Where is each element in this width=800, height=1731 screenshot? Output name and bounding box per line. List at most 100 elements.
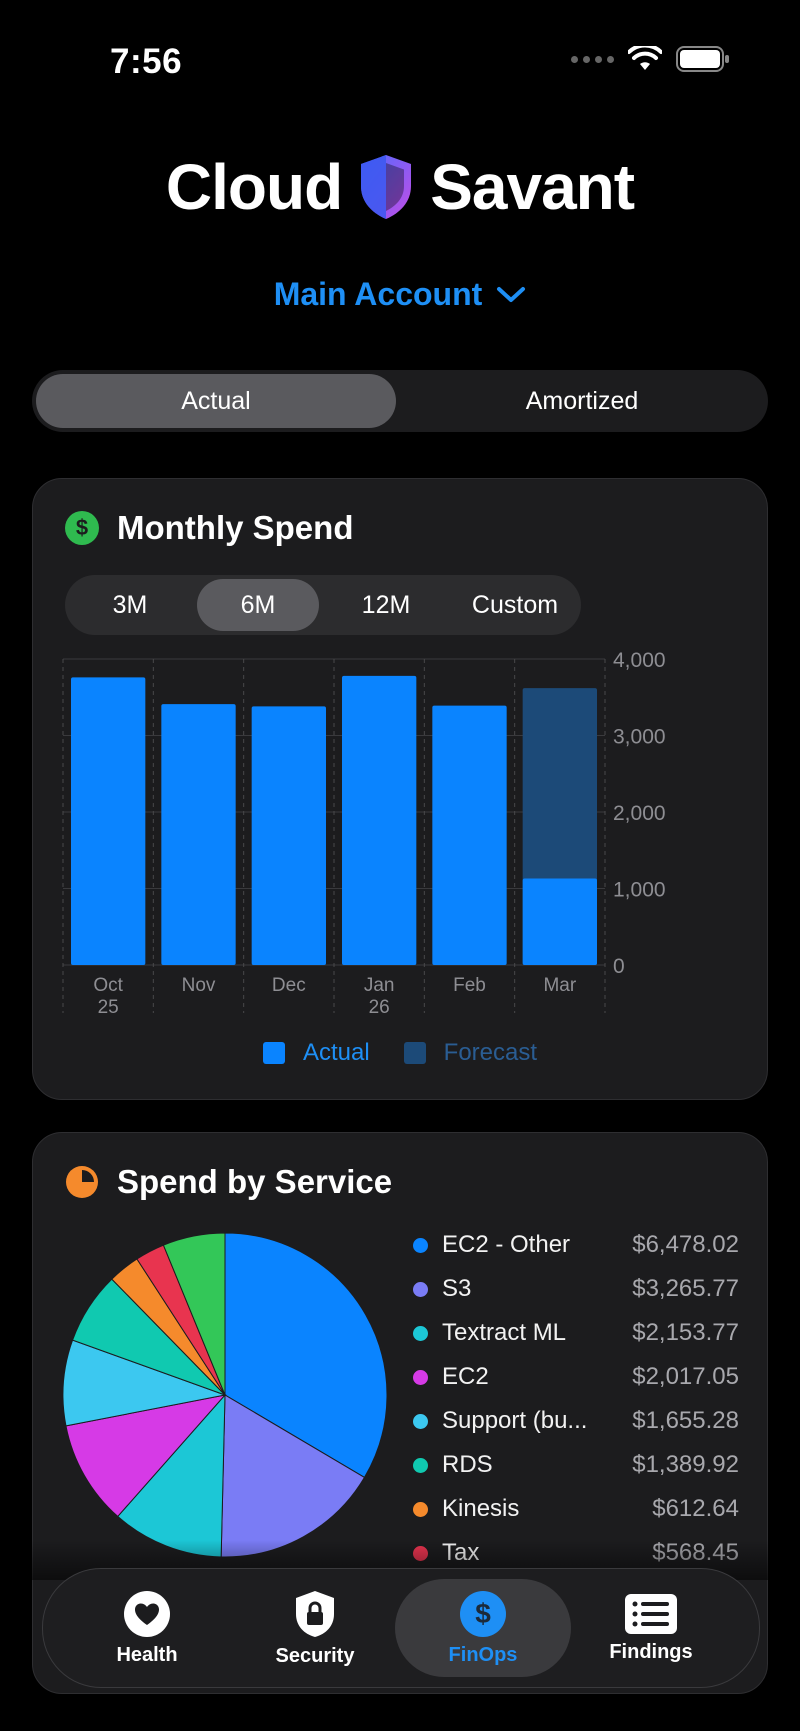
x-tick-label: Dec bbox=[272, 975, 306, 996]
x-tick-label: Nov bbox=[182, 975, 216, 996]
tab-security[interactable]: Security bbox=[227, 1579, 403, 1677]
chevron-down-icon bbox=[497, 286, 526, 302]
signal-dots-icon bbox=[571, 55, 614, 63]
bar-actual bbox=[432, 705, 507, 965]
legend-forecast: Forecast bbox=[403, 1039, 538, 1067]
service-color-dot bbox=[413, 1501, 428, 1517]
service-row: Textract ML $2,153.77 bbox=[413, 1311, 739, 1355]
dollar-icon: $ bbox=[460, 1590, 506, 1637]
list-icon bbox=[625, 1593, 677, 1634]
pie-chart-icon bbox=[66, 1166, 98, 1198]
service-amount: $1,389.92 bbox=[632, 1451, 739, 1478]
lock-shield-icon bbox=[296, 1590, 334, 1637]
y-tick-label: 3,000 bbox=[613, 726, 666, 749]
y-tick-label: 4,000 bbox=[613, 649, 666, 672]
x-tick-label: Feb bbox=[453, 975, 486, 996]
x-tick-label: Oct bbox=[93, 975, 123, 996]
service-row: RDS $1,389.92 bbox=[413, 1443, 739, 1487]
pie-slice bbox=[224, 1232, 388, 1479]
range-custom[interactable]: Custom bbox=[471, 590, 559, 619]
service-amount: $612.64 bbox=[652, 1495, 739, 1522]
battery-icon bbox=[676, 46, 729, 72]
cost-mode-segmented-control: Actual Amortized bbox=[32, 370, 768, 432]
pie-slice bbox=[162, 1232, 226, 1396]
x-tick-label: 26 bbox=[369, 997, 390, 1018]
spend-by-service-title: Spend by Service bbox=[117, 1163, 393, 1200]
service-row: Kinesis $612.64 bbox=[413, 1487, 739, 1531]
service-pie-chart bbox=[62, 1232, 388, 1558]
brand-text-left: Cloud bbox=[165, 151, 343, 223]
monthly-spend-header: $ Monthly Spend bbox=[65, 509, 353, 547]
service-legend-list: EC2 - Other $6,478.02 S3 $3,265.77 Textract … bbox=[413, 1223, 739, 1575]
cost-mode-amortized[interactable]: Amortized bbox=[525, 386, 639, 415]
service-color-dot bbox=[413, 1413, 428, 1429]
service-color-dot bbox=[413, 1457, 428, 1473]
account-label: Main Account bbox=[273, 276, 483, 312]
spend-by-service-header: Spend by Service bbox=[65, 1163, 392, 1201]
status-icons bbox=[571, 46, 730, 72]
y-tick-label: 1,000 bbox=[613, 879, 666, 902]
tab-finops-label: FinOps bbox=[448, 1643, 518, 1666]
service-name: Support (bu... bbox=[442, 1407, 588, 1434]
service-name: EC2 - Other bbox=[442, 1231, 571, 1258]
service-color-dot bbox=[413, 1369, 428, 1385]
shield-logo-icon bbox=[361, 155, 412, 219]
range-3m[interactable]: 3M bbox=[112, 590, 148, 619]
y-tick-label: 2,000 bbox=[613, 802, 666, 825]
dollar-circle-icon: $ bbox=[65, 511, 99, 545]
x-tick-label: 25 bbox=[98, 997, 119, 1018]
legend-actual-label: Actual bbox=[302, 1039, 370, 1066]
brand-text-right: Savant bbox=[430, 151, 635, 223]
monthly-spend-title: Monthly Spend bbox=[117, 509, 354, 546]
cost-mode-actual[interactable]: Actual bbox=[36, 374, 396, 428]
x-tick-label: Mar bbox=[543, 975, 576, 996]
range-12m[interactable]: 12M bbox=[361, 590, 411, 619]
bar-actual bbox=[161, 704, 236, 965]
legend-actual-swatch bbox=[262, 1042, 285, 1064]
range-6m[interactable]: 6M bbox=[197, 579, 319, 631]
service-name: Textract ML bbox=[442, 1319, 567, 1346]
tab-bar: Health Security $ FinOps Findings bbox=[42, 1568, 760, 1688]
bar-actual bbox=[522, 878, 597, 965]
service-amount: $2,153.77 bbox=[632, 1319, 739, 1346]
wifi-icon bbox=[628, 46, 662, 70]
tab-health[interactable]: Health bbox=[59, 1579, 235, 1677]
service-name: S3 bbox=[442, 1275, 472, 1302]
service-row: S3 $3,265.77 bbox=[413, 1267, 739, 1311]
y-tick-label: 0 bbox=[613, 955, 625, 978]
bar-actual bbox=[342, 675, 417, 965]
account-selector[interactable]: Main Account bbox=[0, 276, 800, 313]
service-amount: $2,017.05 bbox=[632, 1363, 739, 1390]
legend-forecast-label: Forecast bbox=[443, 1039, 538, 1066]
service-row: Support (bu... $1,655.28 bbox=[413, 1399, 739, 1443]
bar-actual bbox=[71, 677, 146, 965]
service-name: EC2 bbox=[442, 1363, 489, 1390]
service-color-dot bbox=[413, 1281, 428, 1297]
tab-findings[interactable]: Findings bbox=[563, 1579, 739, 1677]
pie-slice bbox=[62, 1339, 227, 1427]
pie-slice bbox=[65, 1394, 227, 1518]
app-brand: Cloud Savant bbox=[0, 150, 800, 224]
time-range-selector: 3M 6M 12M Custom bbox=[65, 575, 581, 635]
tab-health-label: Health bbox=[116, 1643, 178, 1666]
service-name: RDS bbox=[442, 1451, 493, 1478]
service-amount: $3,265.77 bbox=[632, 1275, 739, 1302]
tab-finops[interactable]: $ FinOps bbox=[395, 1579, 571, 1677]
service-amount: $6,478.02 bbox=[632, 1231, 739, 1258]
x-tick-label: Jan bbox=[364, 975, 395, 996]
tab-findings-label: Findings bbox=[609, 1640, 693, 1663]
chart-legend: Actual Forecast bbox=[33, 1039, 767, 1067]
status-bar: 7:56 bbox=[0, 0, 800, 120]
service-color-dot bbox=[413, 1237, 428, 1253]
bar-actual bbox=[251, 706, 326, 965]
service-row: EC2 $2,017.05 bbox=[413, 1355, 739, 1399]
monthly-spend-card: $ Monthly Spend 3M 6M 12M Custom 0 1,000 2… bbox=[32, 478, 768, 1100]
service-name: Kinesis bbox=[442, 1495, 520, 1522]
heart-icon bbox=[124, 1590, 170, 1637]
tab-security-label: Security bbox=[275, 1644, 355, 1667]
service-row: EC2 - Other $6,478.02 bbox=[413, 1223, 739, 1267]
service-color-dot bbox=[413, 1325, 428, 1341]
status-time: 7:56 bbox=[110, 42, 183, 81]
legend-forecast-swatch bbox=[403, 1042, 426, 1064]
